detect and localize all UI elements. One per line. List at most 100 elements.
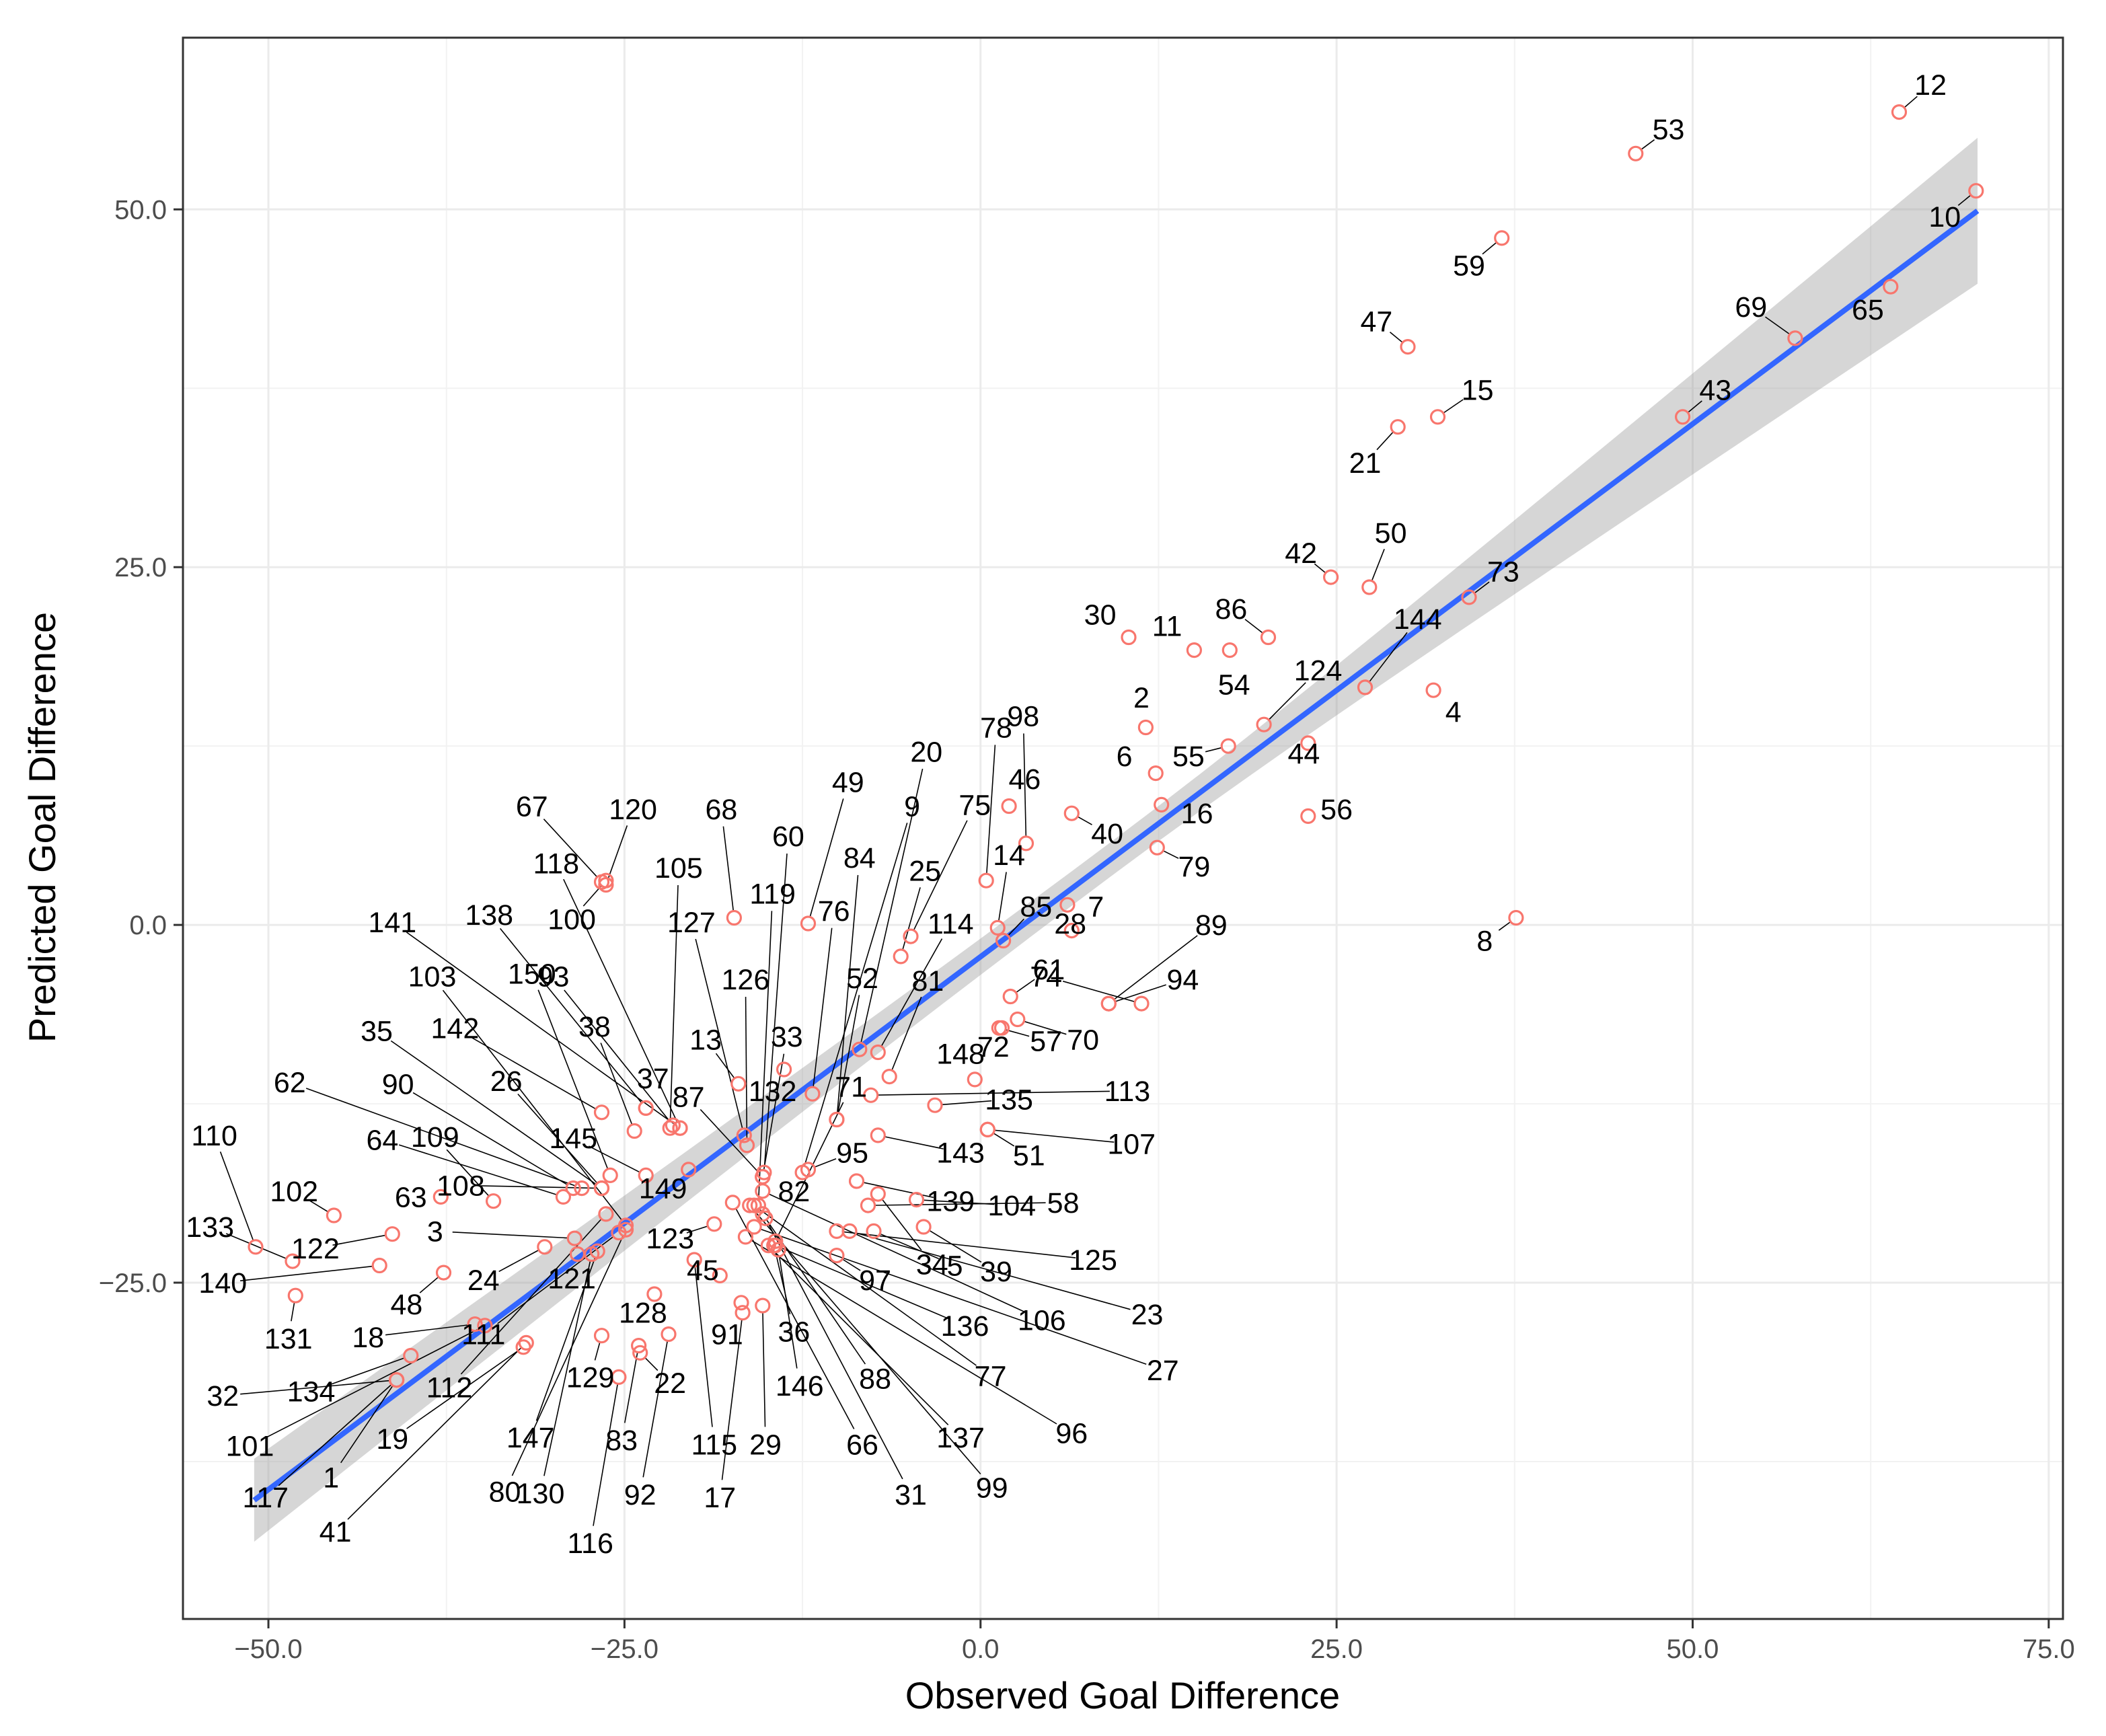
leader-line: [347, 1347, 522, 1520]
leader-line: [758, 911, 773, 1199]
point-label: 72: [977, 1031, 1010, 1063]
leader-line: [763, 854, 788, 1166]
data-point: [662, 1120, 678, 1136]
point-label: 148: [936, 1039, 985, 1071]
data-point: [870, 1044, 886, 1061]
point-label: 37: [637, 1063, 669, 1095]
y-axis-ticks: −25.0 0.0 25.0 50.0: [99, 195, 183, 1298]
point-label: 36: [778, 1316, 810, 1348]
data-point: [537, 1239, 553, 1255]
point-label: 103: [408, 961, 457, 993]
point-label: 14: [993, 839, 1025, 872]
data-point: [915, 1219, 932, 1235]
data-point: [598, 1206, 614, 1222]
point-label: 109: [411, 1121, 459, 1154]
data-point: [863, 1087, 879, 1103]
point-label: 20: [910, 737, 942, 769]
data-point: [593, 1180, 610, 1197]
data-point: [565, 1180, 581, 1197]
point-label: 46: [1008, 763, 1041, 796]
data-point: [371, 1257, 387, 1274]
point-label: 112: [426, 1371, 473, 1404]
leader-line: [942, 1100, 992, 1106]
point-label: 120: [609, 794, 657, 826]
point-label: 17: [704, 1482, 736, 1514]
x-tick-label: −25.0: [591, 1634, 659, 1664]
data-point: [566, 1230, 582, 1246]
point-label: 61: [1032, 954, 1065, 986]
point-label: 111: [461, 1319, 505, 1351]
point-label: 88: [859, 1363, 891, 1396]
point-label: 83: [605, 1425, 638, 1457]
leader-line: [305, 1088, 575, 1186]
data-point: [1154, 796, 1170, 813]
data-point: [686, 1252, 702, 1268]
data-point: [881, 1068, 897, 1085]
leader-line: [761, 1228, 1147, 1365]
data-point: [755, 1183, 771, 1199]
leader-line: [686, 1225, 708, 1234]
panel-border: [182, 36, 2064, 1620]
leader-line: [225, 1233, 287, 1259]
leader-line: [995, 1129, 1115, 1143]
point-label: 60: [772, 821, 804, 853]
data-point: [755, 1206, 771, 1222]
leader-line: [1688, 400, 1702, 413]
data-point: [638, 1167, 654, 1184]
data-point: [989, 919, 1006, 936]
leader-line: [913, 820, 968, 930]
leader-line: [998, 872, 1007, 921]
data-point: [672, 1120, 688, 1136]
data-point: [1494, 230, 1510, 246]
point-label: 79: [1178, 851, 1210, 883]
leader-line: [600, 1043, 633, 1125]
point-label: 22: [654, 1367, 686, 1400]
data-point: [1390, 419, 1406, 435]
data-point: [638, 1100, 654, 1117]
leader-line: [390, 1040, 596, 1184]
point-label: 117: [243, 1482, 289, 1514]
point-label: 31: [895, 1479, 927, 1511]
data-point: [1059, 897, 1076, 913]
label-leader-lines: [219, 96, 1971, 1526]
y-tick-label: −25.0: [99, 1269, 167, 1298]
data-point: [1186, 642, 1203, 658]
leader-line: [240, 1380, 389, 1395]
point-label: 70: [1067, 1024, 1099, 1056]
leader-line: [594, 1343, 601, 1361]
point-label: 102: [270, 1176, 318, 1208]
data-point: [733, 1295, 749, 1311]
data-point: [742, 1197, 758, 1213]
point-label: 52: [846, 963, 878, 995]
point-label: 134: [287, 1376, 336, 1408]
data-point: [712, 1267, 728, 1284]
data-point: [287, 1287, 303, 1304]
leader-line: [419, 1277, 439, 1293]
confidence-band-layer: [254, 137, 1978, 1542]
data-point: [1100, 995, 1117, 1012]
leader-line: [278, 1384, 391, 1486]
leader-line: [1008, 918, 1024, 936]
data-point: [760, 1238, 776, 1254]
data-point: [746, 1219, 762, 1235]
leader-line: [856, 1232, 1131, 1310]
point-label: 147: [506, 1422, 555, 1454]
data-point: [433, 1188, 449, 1205]
point-label: 97: [859, 1265, 891, 1297]
data-point: [632, 1345, 648, 1361]
point-label: 71: [835, 1071, 867, 1104]
data-point: [706, 1216, 722, 1232]
point-label: 57: [1030, 1025, 1062, 1057]
point-label: 105: [654, 852, 703, 884]
point-label: 93: [537, 961, 570, 993]
point-label: 114: [928, 908, 974, 940]
data-point: [995, 932, 1012, 949]
point-label: 33: [771, 1021, 803, 1053]
x-tick-label: 75.0: [2023, 1634, 2075, 1664]
leader-line: [695, 938, 743, 1129]
data-point: [730, 1075, 747, 1092]
leader-line: [564, 989, 669, 1120]
point-label: 63: [395, 1181, 427, 1213]
data-point: [388, 1372, 405, 1388]
